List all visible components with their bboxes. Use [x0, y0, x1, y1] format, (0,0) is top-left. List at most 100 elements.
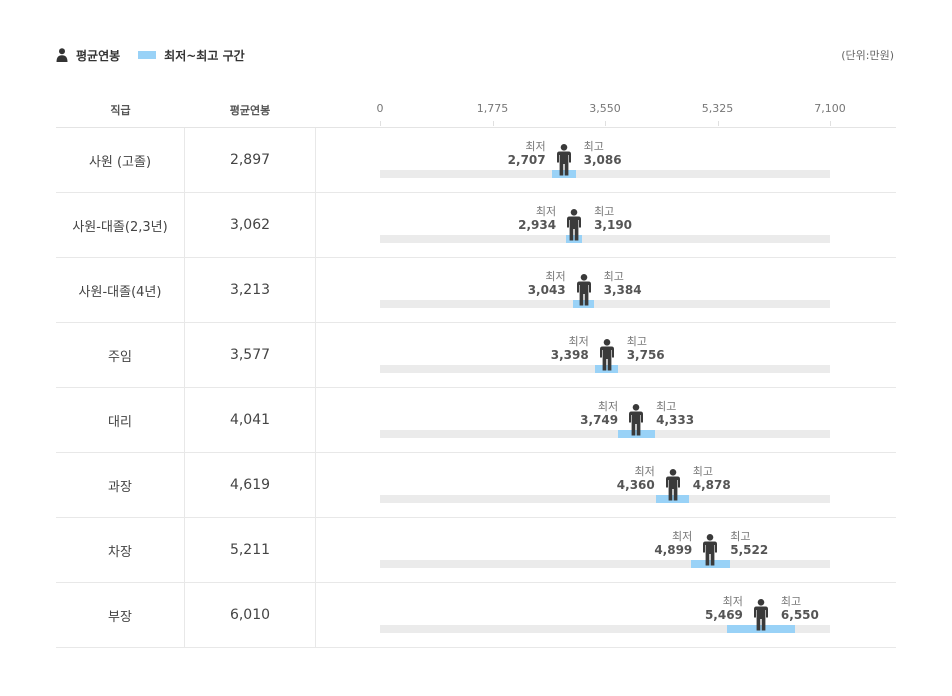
x-tick-label: 1,775 — [476, 102, 509, 115]
avg-salary-cell: 6,010 — [185, 583, 316, 647]
avg-person-marker — [576, 274, 591, 306]
range-chart-cell: 최저 3,749 최고 4,333 — [316, 388, 896, 452]
min-value-label: 4,360 — [616, 478, 655, 492]
table-row: 부장 6,010 최저 5,469 최고 6,550 — [56, 583, 896, 648]
range-track — [380, 170, 830, 178]
table-row: 주임 3,577 최저 3,398 최고 3,756 — [56, 323, 896, 388]
range-bar — [656, 495, 690, 503]
x-tick-mark — [605, 121, 606, 126]
table-header: 직급 평균연봉 0 1,775 3,550 5,325 7,100 — [56, 96, 896, 128]
range-track — [380, 560, 830, 568]
range-bar — [565, 235, 583, 243]
x-tick-label: 0 — [376, 102, 384, 115]
max-caption: 최고 — [730, 530, 751, 543]
max-value-label: 3,190 — [594, 218, 633, 232]
x-tick-mark — [380, 121, 381, 126]
table-row: 대리 4,041 최저 3,749 최고 4,333 — [56, 388, 896, 453]
legend: 평균연봉 최저~최고 구간 — [56, 46, 263, 64]
max-caption: 최고 — [603, 270, 624, 283]
avg-salary-cell: 3,213 — [185, 258, 316, 322]
range-bar — [551, 170, 576, 178]
min-caption: 최저 — [568, 335, 589, 348]
role-cell: 부장 — [56, 583, 185, 647]
header-avg: 평균연봉 — [229, 104, 271, 117]
legend-avg-label: 평균연봉 — [76, 48, 121, 63]
min-value-label: 4,899 — [654, 543, 693, 557]
legend-avg: 평균연봉 — [56, 47, 120, 64]
avg-salary-cell: 3,062 — [185, 193, 316, 257]
range-track — [380, 430, 830, 438]
person-icon — [56, 48, 68, 62]
min-caption: 최저 — [545, 270, 566, 283]
role-cell: 사원 (고졸) — [56, 128, 185, 192]
max-value-label: 6,550 — [780, 608, 819, 622]
avg-person-marker — [567, 209, 582, 241]
avg-salary-cell: 4,619 — [185, 453, 316, 517]
max-value-label: 3,384 — [603, 283, 642, 297]
avg-person-marker — [753, 599, 768, 631]
table-row: 사원 (고졸) 2,897 최저 2,707 최고 3,086 — [56, 128, 896, 193]
role-cell: 과장 — [56, 453, 185, 517]
range-chart-cell: 최저 3,398 최고 3,756 — [316, 323, 896, 387]
range-bar — [726, 625, 796, 633]
x-tick-mark — [492, 121, 494, 126]
range-chart-cell: 최저 2,707 최고 3,086 — [316, 128, 896, 192]
min-caption: 최저 — [722, 595, 743, 608]
max-value-label: 3,756 — [626, 348, 665, 362]
range-bar — [617, 430, 655, 438]
range-chart-cell: 최저 3,043 최고 3,384 — [316, 258, 896, 322]
range-bar — [572, 300, 595, 308]
range-chart-cell: 최저 4,899 최고 5,522 — [316, 518, 896, 582]
unit-label: (단위:만원) — [841, 49, 894, 62]
table-row: 과장 4,619 최저 4,360 최고 4,878 — [56, 453, 896, 518]
max-value-label: 4,878 — [692, 478, 731, 492]
min-value-label: 3,749 — [580, 413, 619, 427]
min-caption: 최저 — [525, 140, 546, 153]
max-value-label: 5,522 — [730, 543, 769, 557]
max-value-label: 3,086 — [583, 153, 622, 167]
max-caption: 최고 — [583, 140, 604, 153]
min-value-label: 2,707 — [507, 153, 546, 167]
avg-person-marker — [599, 339, 614, 371]
max-value-label: 4,333 — [656, 413, 695, 427]
max-caption: 최고 — [594, 205, 615, 218]
range-track — [380, 625, 830, 633]
range-chart-cell: 최저 5,469 최고 6,550 — [316, 583, 896, 647]
role-cell: 대리 — [56, 388, 185, 452]
x-tick-label: 7,100 — [814, 102, 846, 115]
min-value-label: 3,398 — [550, 348, 589, 362]
range-chart-cell: 최저 4,360 최고 4,878 — [316, 453, 896, 517]
role-cell: 사원-대졸(4년) — [56, 258, 185, 322]
avg-person-marker — [703, 534, 718, 566]
x-tick-mark — [830, 121, 831, 126]
role-cell: 사원-대졸(2,3년) — [56, 193, 185, 257]
range-track — [380, 495, 830, 503]
header-role: 직급 — [110, 104, 131, 117]
avg-salary-cell: 2,897 — [185, 128, 316, 192]
table-row: 사원-대졸(4년) 3,213 최저 3,043 최고 3,384 — [56, 258, 896, 323]
avg-salary-cell: 3,577 — [185, 323, 316, 387]
legend-range: 최저~최고 구간 — [138, 47, 245, 64]
range-track — [380, 300, 830, 308]
legend-range-label: 최저~최고 구간 — [164, 48, 245, 63]
avg-salary-cell: 4,041 — [185, 388, 316, 452]
role-cell: 차장 — [56, 518, 185, 582]
avg-person-marker — [556, 144, 571, 176]
role-cell: 주임 — [56, 323, 185, 387]
range-bar — [595, 365, 619, 373]
min-value-label: 2,934 — [518, 218, 557, 232]
max-caption: 최고 — [626, 335, 647, 348]
x-tick-label: 3,550 — [589, 102, 621, 115]
range-swatch — [138, 51, 157, 59]
min-caption: 최저 — [597, 400, 619, 413]
max-caption: 최고 — [780, 595, 802, 608]
table-row: 차장 5,211 최저 4,899 최고 5,522 — [56, 518, 896, 583]
min-value-label: 5,469 — [704, 608, 743, 622]
table-row: 사원-대졸(2,3년) 3,062 최저 2,934 최고 3,190 — [56, 193, 896, 258]
avg-person-marker — [665, 469, 680, 501]
range-chart-cell: 최저 2,934 최고 3,190 — [316, 193, 896, 257]
avg-salary-cell: 5,211 — [185, 518, 316, 582]
avg-person-marker — [629, 404, 644, 436]
range-bar — [690, 560, 730, 568]
min-caption: 최저 — [672, 530, 693, 543]
